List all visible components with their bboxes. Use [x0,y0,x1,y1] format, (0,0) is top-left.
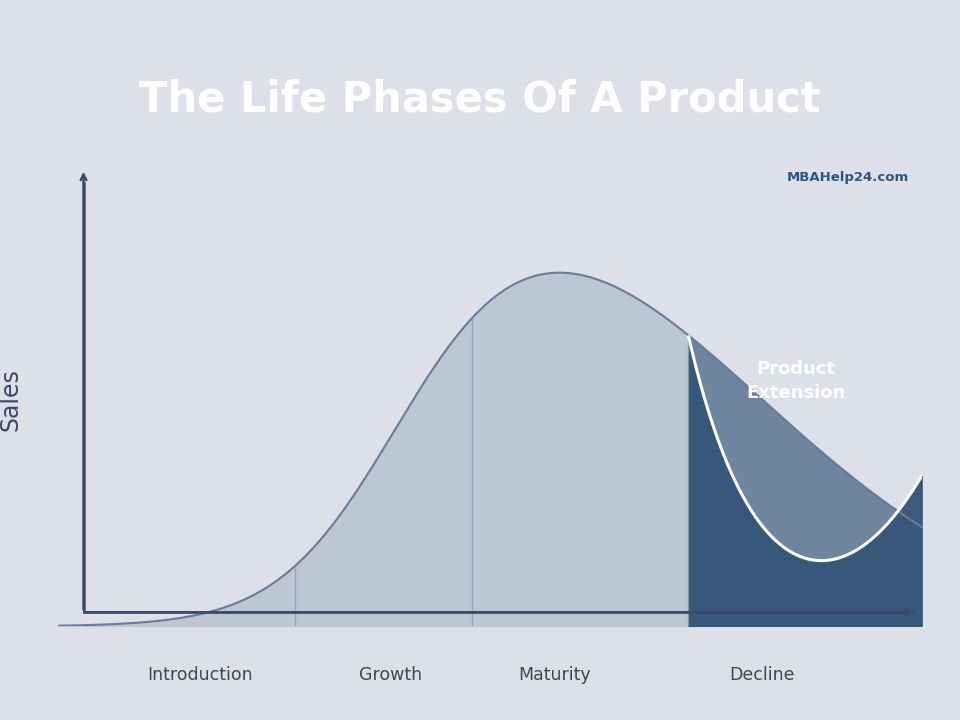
Text: The Life Phases Of A Product: The Life Phases Of A Product [139,78,821,120]
Text: Growth: Growth [359,667,421,685]
Text: Sales: Sales [0,369,22,431]
Text: MBAHelp24.com: MBAHelp24.com [786,171,908,184]
Text: Maturity: Maturity [518,667,590,685]
Text: Product
Extension: Product Extension [747,361,846,402]
Text: Decline: Decline [729,667,795,685]
Text: Introduction: Introduction [147,667,253,685]
